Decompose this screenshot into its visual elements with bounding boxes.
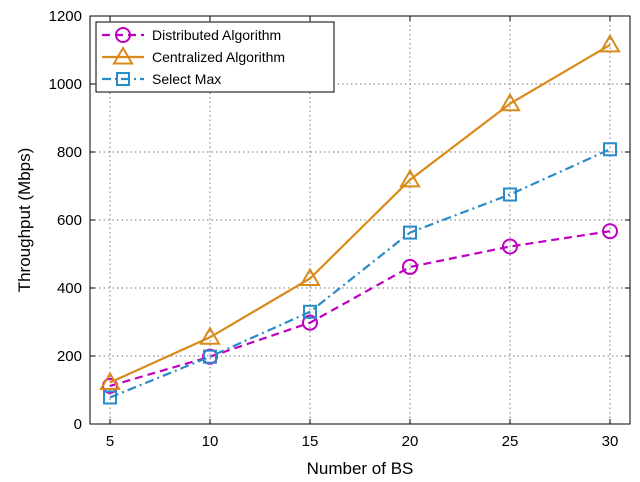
x-tick-label: 5 [106,433,114,450]
x-tick-label: 15 [302,433,319,450]
data-point [499,92,521,112]
x-tick-label: 10 [202,433,219,450]
x-axis-label: Number of BS [307,459,414,478]
data-point [299,267,321,286]
data-point [602,223,618,240]
x-tick-label: 30 [602,433,619,450]
y-tick-label: 1200 [49,8,82,25]
series-line [109,148,611,399]
series-line [109,230,611,387]
data-point [99,371,121,390]
legend-label: Centralized Algorithm [152,49,285,65]
legend-marker [112,46,134,65]
y-axis-label: Throughput (Mbps) [15,148,34,293]
legend-entry: Distributed Algorithm [102,27,281,43]
data-point [403,225,417,240]
legend-entry: Select Max [102,71,221,87]
data-point [399,168,421,188]
legend-label: Select Max [152,71,221,87]
y-tick-label: 800 [57,144,82,161]
y-tick-label: 0 [74,416,82,433]
data-point [502,238,518,255]
data-point [503,187,517,202]
series-layer [99,33,621,405]
legend-label: Distributed Algorithm [152,27,281,43]
data-point [402,258,418,275]
data-point [599,33,621,53]
series-circle [102,223,618,394]
data-point [203,349,217,364]
series-line [109,43,611,384]
data-point [603,142,617,157]
axis-ticks: 5 10 15 20 25 30 0 200 400 600 800 1000 1200 [49,8,630,450]
y-tick-label: 200 [57,348,82,365]
y-tick-label: 600 [57,212,82,229]
legend-marker [115,27,131,43]
data-point [103,390,117,405]
y-tick-label: 1000 [49,76,82,93]
data-point [199,326,221,345]
series-square [103,142,617,405]
x-tick-label: 25 [502,433,519,450]
data-point [303,304,317,319]
series-triangle [99,33,621,390]
legend-entry: Centralized Algorithm [102,46,285,65]
data-point [302,314,318,331]
y-tick-label: 400 [57,280,82,297]
x-tick-label: 20 [402,433,419,450]
legend-marker [116,72,130,86]
legend: Distributed Algorithm Centralized Algorit… [95,21,335,93]
